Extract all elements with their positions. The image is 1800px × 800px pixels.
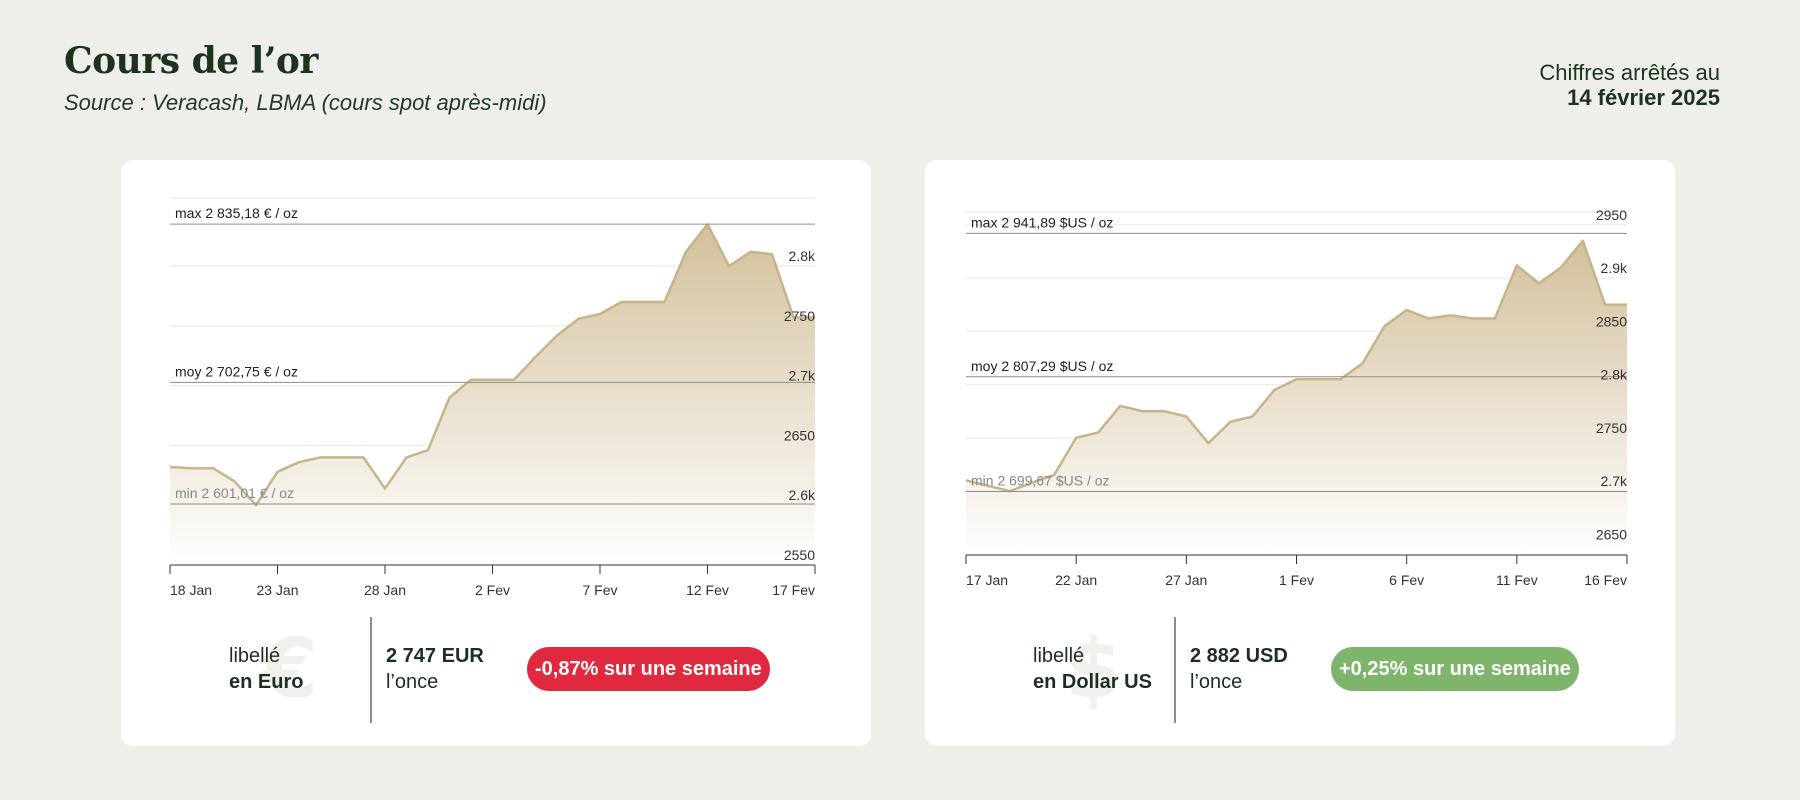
y-tick-label: 2650 (1596, 526, 1627, 542)
y-tick-label: 2.9k (1601, 260, 1628, 276)
x-tick-label: 1 Fev (1279, 572, 1314, 588)
y-tick-label: 2550 (784, 547, 815, 563)
x-tick-label: 2 Fev (475, 582, 510, 598)
date-prefix: Chiffres arrêtés au (1539, 60, 1720, 85)
x-tick-label: 17 Fev (772, 582, 815, 598)
usd-summary: $ libellé en Dollar US 2 882 USD l’once … (925, 615, 1675, 725)
y-tick-label: 2.7k (789, 368, 816, 384)
x-tick-label: 23 Jan (256, 582, 298, 598)
currency-label: libellé en Dollar US (1033, 643, 1152, 695)
x-tick-label: 7 Fev (582, 582, 617, 598)
reference-line-label: moy 2 807,29 $US / oz (971, 358, 1113, 374)
price-unit: l’once (386, 671, 439, 693)
y-tick-label: 2.8k (1601, 367, 1628, 383)
currency-label-line2: en Euro (229, 671, 304, 693)
chart-card-usd: max 2 941,89 $US / oz moy 2 807,29 $US / … (925, 160, 1675, 746)
x-tick-label: 22 Jan (1055, 572, 1097, 588)
price-value: 2 882 USD (1190, 645, 1288, 667)
x-tick-label: 6 Fev (1389, 572, 1424, 588)
price-block: 2 882 USD l’once (1190, 643, 1288, 695)
currency-label-line1: libellé (229, 645, 281, 667)
reference-line-label: moy 2 702,75 € / oz (175, 363, 298, 379)
y-tick-label: 2650 (784, 427, 815, 443)
reference-line-label: min 2 601,01 € / oz (175, 485, 294, 501)
divider (1174, 617, 1176, 723)
y-tick-label: 2.8k (789, 248, 816, 264)
y-tick-label: 2.6k (789, 487, 816, 503)
reference-line-label: max 2 941,89 $US / oz (971, 214, 1113, 230)
x-tick-label: 27 Jan (1165, 572, 1207, 588)
y-tick-label: 2750 (1596, 420, 1627, 436)
euro-sign-icon: € (261, 622, 319, 717)
weekly-change-badge: +0,25% sur une semaine (1331, 647, 1579, 691)
date-block: Chiffres arrêtés au 14 février 2025 (1539, 60, 1720, 110)
currency-label-line1: libellé (1033, 645, 1085, 667)
reference-line-label: max 2 835,18 € / oz (175, 205, 298, 221)
date-value: 14 février 2025 (1567, 85, 1720, 110)
chart-card-eur: max 2 835,18 € / oz moy 2 702,75 € / oz mi… (121, 160, 871, 746)
y-tick-label: 2750 (784, 308, 815, 324)
x-tick-label: 17 Jan (966, 572, 1008, 588)
price-block: 2 747 EUR l’once (386, 643, 484, 695)
divider (370, 617, 372, 723)
y-tick-label: 2.7k (1601, 473, 1628, 489)
weekly-change-badge: -0,87% sur une semaine (527, 647, 770, 691)
page-subtitle: Source : Veracash, LBMA (cours spot aprè… (64, 90, 547, 115)
y-tick-label: 2950 (1596, 207, 1627, 223)
currency-label-line2: en Dollar US (1033, 671, 1152, 693)
series-line (965, 239, 1627, 493)
x-tick-label: 16 Fev (1584, 572, 1627, 588)
x-tick-label: 28 Jan (364, 582, 406, 598)
y-tick-label: 2850 (1596, 313, 1627, 329)
area-fill (170, 224, 815, 566)
reference-line-label: min 2 699,67 $US / oz (971, 472, 1110, 488)
eur-price-chart: max 2 835,18 € / oz moy 2 702,75 € / oz mi… (169, 197, 816, 598)
price-value: 2 747 EUR (386, 645, 484, 667)
dollar-sign-icon: $ (1065, 622, 1123, 717)
x-tick-label: 18 Jan (170, 582, 212, 598)
x-tick-label: 11 Fev (1496, 572, 1538, 588)
eur-summary: € libellé en Euro 2 747 EUR l’once -0,87… (121, 615, 871, 725)
usd-price-chart: max 2 941,89 $US / oz moy 2 807,29 $US / … (965, 207, 1628, 588)
price-unit: l’once (1190, 671, 1243, 693)
page-title: Cours de l’or (64, 40, 318, 82)
area-fill (966, 240, 1627, 556)
x-tick-label: 12 Fev (686, 582, 729, 598)
currency-label: libellé en Euro (229, 643, 303, 695)
